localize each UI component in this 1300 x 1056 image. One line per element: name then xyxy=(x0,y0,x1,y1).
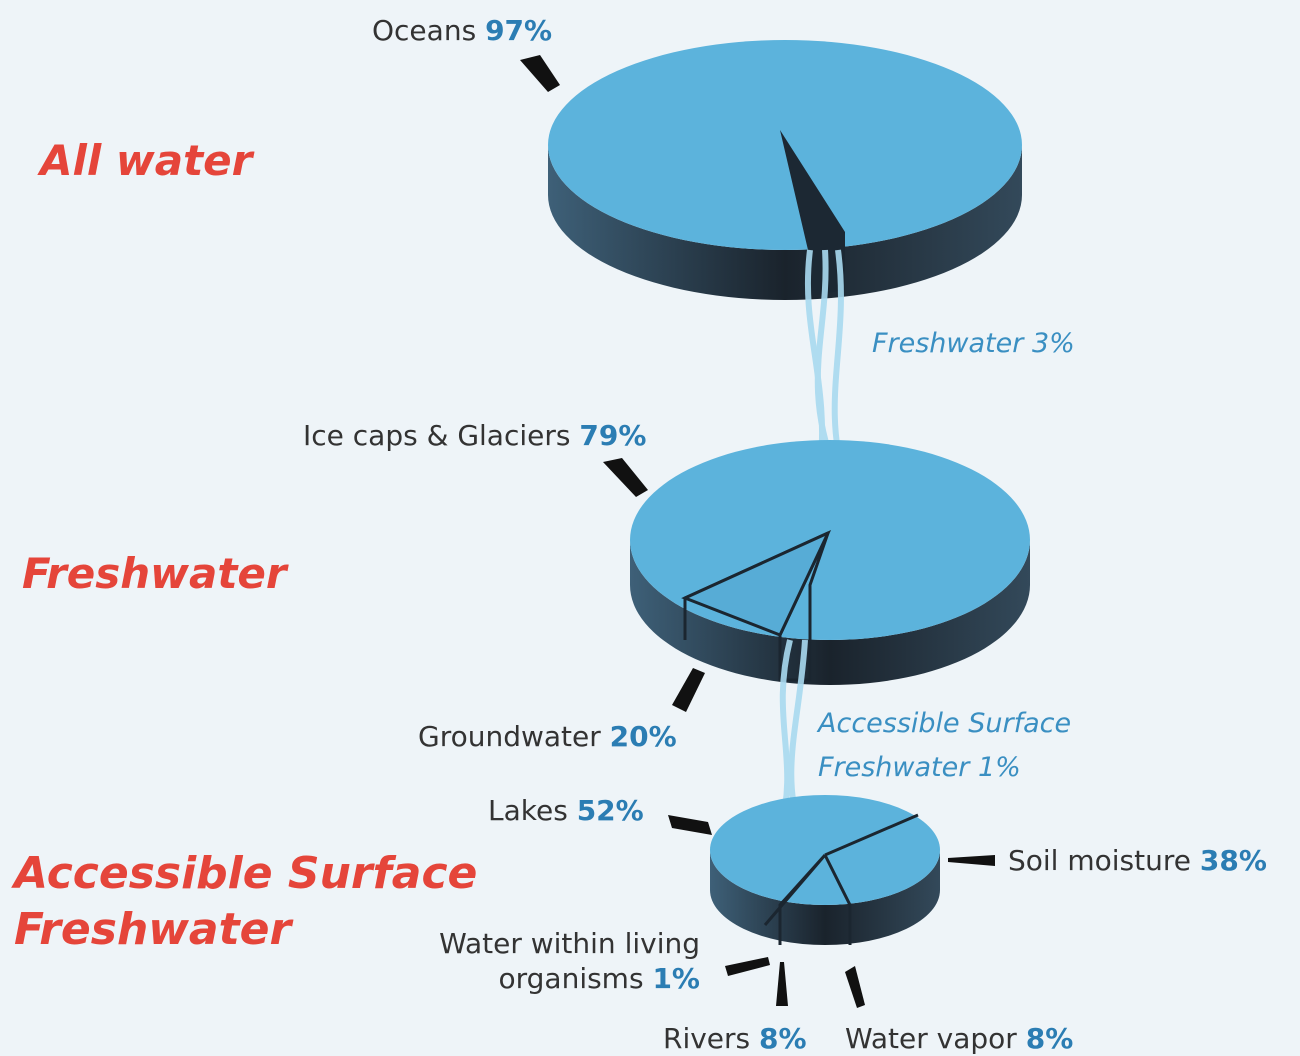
segment-name: Soil moisture xyxy=(1008,844,1191,877)
segment-value: 8% xyxy=(1026,1022,1074,1055)
segment-value: 97% xyxy=(485,14,552,47)
segment-value: 79% xyxy=(579,419,646,452)
segment-value: 20% xyxy=(610,720,677,753)
segment-name: Oceans xyxy=(372,14,476,47)
label: Rivers 8% xyxy=(663,1022,807,1055)
label: Ice caps & Glaciers 79% xyxy=(303,419,646,452)
label: organisms 1% xyxy=(498,962,700,995)
segment-value: 38% xyxy=(1200,844,1267,877)
segment-name: Rivers xyxy=(663,1022,750,1055)
flow-name: Freshwater xyxy=(818,752,971,783)
segment-value: 52% xyxy=(577,794,644,827)
segment-name: Ice caps & Glaciers xyxy=(303,419,570,452)
level-title: All water xyxy=(37,136,255,185)
arrows xyxy=(520,55,995,1008)
pie-accessible xyxy=(710,795,940,945)
segment-name: Lakes xyxy=(488,794,568,827)
segment-name: Water vapor xyxy=(845,1022,1017,1055)
level-title: Accessible Surface xyxy=(11,848,477,899)
label: Soil moisture 38% xyxy=(1008,844,1267,877)
label: Groundwater 20% xyxy=(418,720,677,753)
label: Lakes 52% xyxy=(488,794,644,827)
label: Oceans 97% xyxy=(372,14,552,47)
label: Water within living xyxy=(439,927,700,960)
flow-label: Freshwater 1% xyxy=(818,752,1021,783)
flow-label: Accessible Surface xyxy=(816,708,1071,739)
flow-name: Freshwater xyxy=(872,328,1025,359)
flow-label: Freshwater 3% xyxy=(872,328,1075,359)
flow-value: 3% xyxy=(1032,328,1075,359)
segment-name: Groundwater xyxy=(418,720,601,753)
pie-all-water xyxy=(548,40,1022,300)
level-title: Freshwater xyxy=(22,549,289,598)
flow-value: 1% xyxy=(978,752,1021,783)
segment-name: organisms xyxy=(498,962,643,995)
segment-value: 8% xyxy=(759,1022,807,1055)
pie-freshwater xyxy=(630,440,1030,685)
segment-value: 1% xyxy=(652,962,700,995)
label: Water vapor 8% xyxy=(845,1022,1073,1055)
level-title: Freshwater xyxy=(14,904,293,955)
